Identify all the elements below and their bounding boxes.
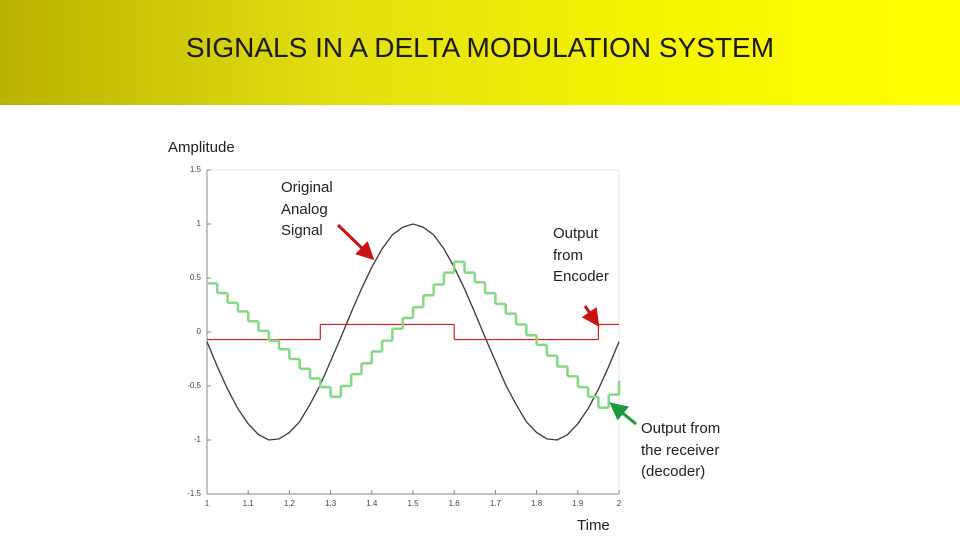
- title-banner: [0, 0, 960, 105]
- annotation: Output from Encoder: [553, 225, 609, 285]
- x-tick-label: 2: [617, 499, 622, 508]
- y-axis-label: Amplitude: [168, 139, 235, 156]
- arrow: [336, 223, 375, 261]
- y-tick-label: -0.5: [187, 381, 201, 390]
- x-tick-label: 1.9: [572, 499, 584, 508]
- x-tick-label: 1.5: [407, 499, 419, 508]
- x-tick-label: 1.1: [243, 499, 255, 508]
- y-tick-label: -1.5: [187, 489, 201, 498]
- x-tick-label: 1: [205, 499, 210, 508]
- x-tick-label: 1.6: [449, 499, 461, 508]
- x-axis-label: Time: [577, 517, 610, 534]
- x-tick-label: 1.4: [366, 499, 378, 508]
- x-tick-label: 1.8: [531, 499, 543, 508]
- x-tick-label: 1.2: [284, 499, 296, 508]
- x-tick-label: 1.3: [325, 499, 337, 508]
- annotation: Output from the receiver (decoder): [641, 420, 721, 480]
- slide-title: SIGNALS IN A DELTA MODULATION SYSTEM: [185, 32, 775, 63]
- y-tick-label: 0: [197, 327, 202, 336]
- y-tick-label: 1: [197, 219, 202, 228]
- arrow: [609, 402, 637, 426]
- y-tick-label: 1.5: [190, 165, 202, 174]
- y-tick-label: -1: [194, 435, 202, 444]
- x-tick-label: 1.7: [490, 499, 502, 508]
- y-tick-label: 0.5: [190, 273, 202, 282]
- arrow: [581, 305, 600, 327]
- signal-line: [206, 223, 620, 441]
- annotation: Original Analog Signal: [281, 179, 333, 239]
